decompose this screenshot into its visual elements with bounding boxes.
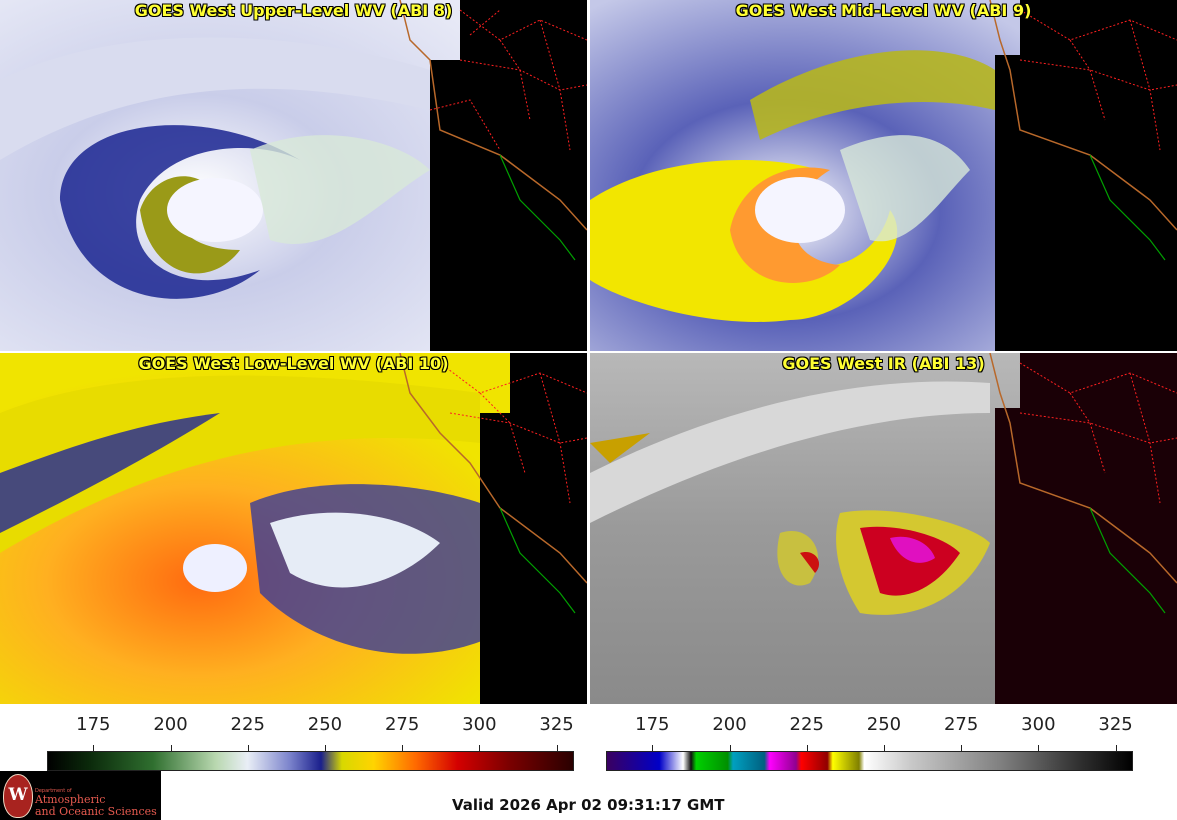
ir-colorbar: 175 200 225 250 275 300 325 [606,714,1136,774]
low-wv-imagery [0,353,587,704]
wv-colorbar: 175 200 225 250 275 300 325 [47,714,577,774]
uw-seal-icon: W [3,774,33,818]
ir-tick-mark [652,745,654,751]
panel-low-level-wv: GOES West Low-Level WV (ABI 10) [0,353,587,704]
logo-dept: Department of [35,788,72,794]
wv-tick-mark [479,745,481,751]
ir-tick-mark [729,745,731,751]
panel-upper-level-wv: GOES West Upper-Level WV (ABI 8) [0,0,587,351]
ir-tick-mark [1115,745,1117,751]
ir-tick-label: 225 [789,714,824,735]
valid-time: Valid 2026 Apr 02 09:31:17 GMT [452,796,725,814]
wv-tick-label: 275 [384,714,420,735]
ir-tick-label: 200 [712,714,747,735]
logo-line2: and Oceanic Sciences [35,805,157,818]
logo-line1: Atmospheric [35,793,106,806]
ir-tick-label: 175 [635,714,670,735]
ir-colorbar-gradient [606,751,1133,771]
upper-wv-imagery [0,0,587,351]
wv-tick-mark [556,745,558,751]
ir-tick-mark [1038,745,1040,751]
wv-tick-mark [170,745,172,751]
panel-mid-level-wv: GOES West Mid-Level WV (ABI 9) [590,0,1177,351]
wv-tick-label: 175 [76,714,111,735]
wv-tick-label: 200 [153,714,188,735]
wv-tick-mark [93,745,95,751]
wv-tick-mark [324,745,326,751]
panel-title: GOES West IR (ABI 13) [782,354,985,373]
ir-tick-mark [806,745,808,751]
aos-logo: W Department of Atmospheric and Oceanic … [0,771,161,820]
wv-tick-label: 300 [462,714,497,735]
wv-tick-label: 250 [307,714,343,735]
panel-title: GOES West Upper-Level WV (ABI 8) [134,1,453,20]
wv-colorbar-gradient [47,751,574,771]
wv-tick-mark [247,745,249,751]
ir-imagery [590,353,1177,704]
ir-tick-label: 325 [1098,714,1133,735]
ir-tick-label: 275 [943,714,979,735]
wv-tick-label: 225 [230,714,265,735]
ir-tick-mark [883,745,885,751]
wv-tick-mark [402,745,404,751]
ir-tick-label: 300 [1021,714,1056,735]
mid-wv-imagery [590,0,1177,351]
wv-tick-label: 325 [539,714,574,735]
ir-tick-label: 250 [866,714,902,735]
panel-title: GOES West Low-Level WV (ABI 10) [138,354,449,373]
panel-ir: GOES West IR (ABI 13) [590,353,1177,704]
ir-tick-mark [961,745,963,751]
panel-title: GOES West Mid-Level WV (ABI 9) [735,1,1032,20]
